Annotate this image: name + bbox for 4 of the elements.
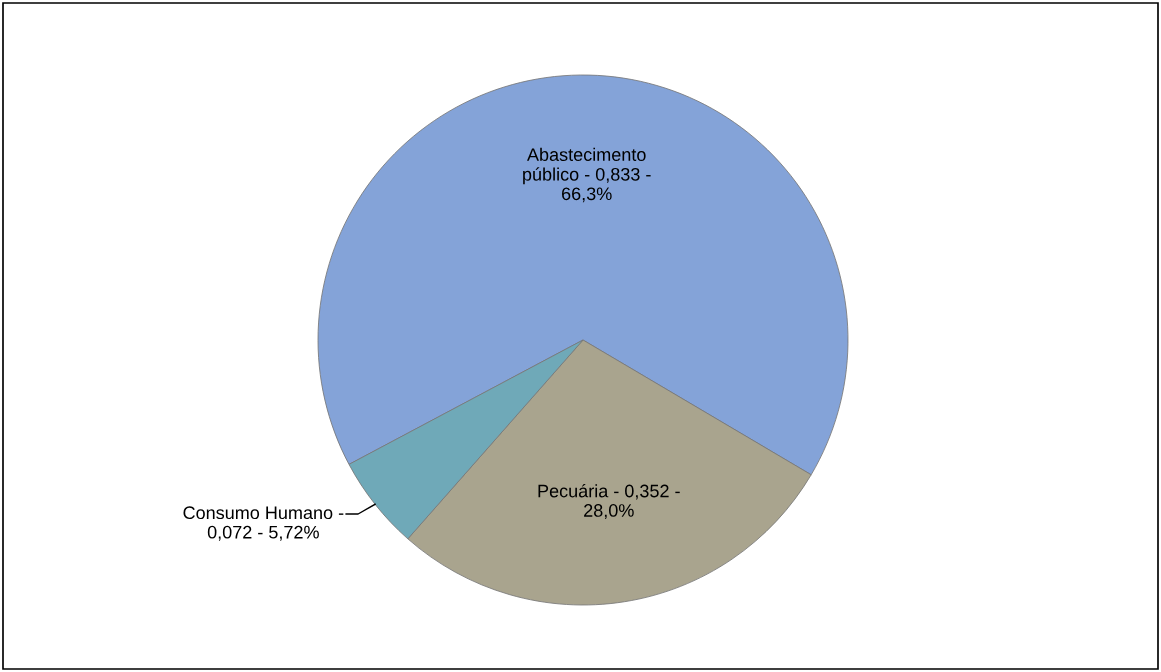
- data-label: 0,072 - 5,72%: [207, 525, 319, 541]
- slice-label: Pecuária - 0,352 - 28,0%: [538, 483, 680, 519]
- slice-label: Abastecimento público - 0,833 - 66,3%: [523, 147, 651, 203]
- slice-label: Consumo Humano -: [183, 506, 344, 520]
